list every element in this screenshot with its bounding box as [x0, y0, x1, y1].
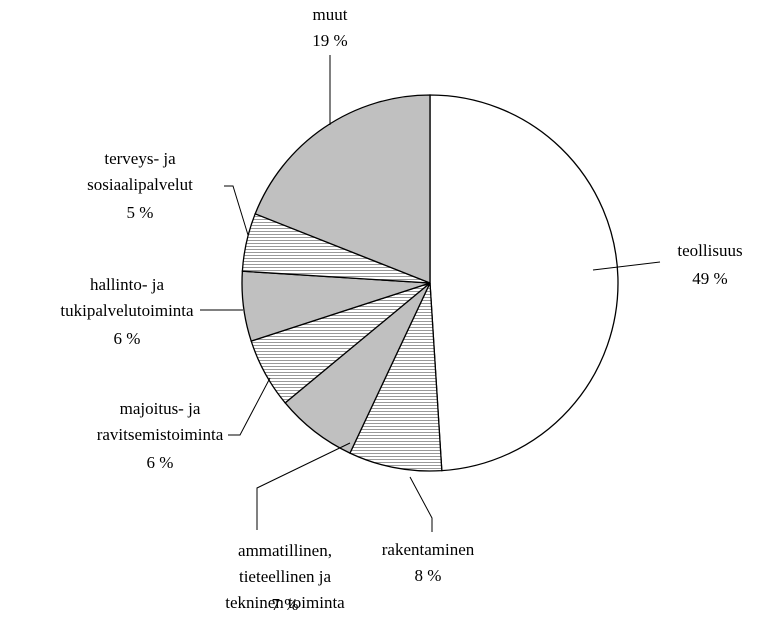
slice-value-label: 8 %	[414, 566, 442, 585]
slice-label: rakentaminen	[381, 540, 475, 559]
leader-line	[256, 442, 351, 530]
slice-label: teollisuus	[677, 241, 743, 260]
pie-slice	[349, 282, 443, 472]
slice-label: ammatillinen, tieteellinen ja tekninen t…	[225, 541, 345, 612]
slice-label: muut	[312, 5, 348, 24]
pie-slice	[254, 94, 431, 284]
slice-value-label: 6 %	[113, 329, 141, 348]
leader-line	[228, 377, 271, 436]
pie-slice	[429, 94, 619, 472]
slice-value-label: 5 %	[126, 203, 154, 222]
slice-label: majoitus- ja ravitsemistoiminta	[96, 399, 224, 444]
slice-value-label: 7 %	[271, 595, 299, 614]
leader-line	[224, 185, 249, 236]
leader-line	[592, 261, 661, 271]
slice-value-label: 19 %	[312, 31, 348, 50]
slice-value-label: 6 %	[146, 453, 174, 472]
leader-line	[409, 476, 433, 532]
slice-label: hallinto- ja tukipalvelutoiminta	[60, 275, 194, 320]
slice-value-label: 49 %	[692, 269, 728, 288]
slice-label: terveys- ja sosiaalipalvelut	[87, 149, 193, 194]
